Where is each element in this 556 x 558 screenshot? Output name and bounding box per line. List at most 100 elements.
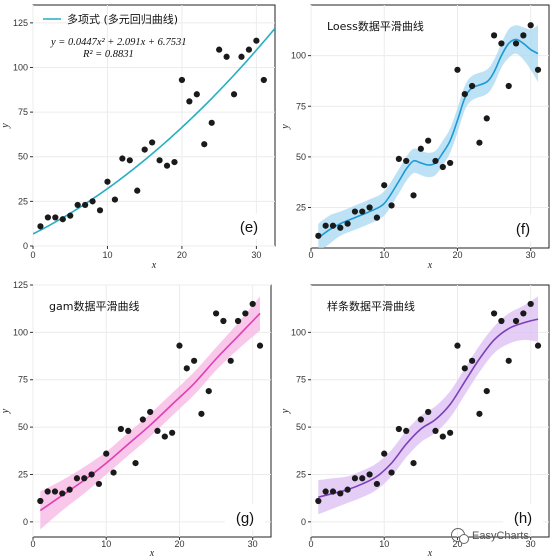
data-point bbox=[329, 488, 337, 495]
data-point bbox=[403, 427, 410, 434]
data-point bbox=[461, 91, 468, 98]
y-tick-label: 50 bbox=[296, 152, 306, 162]
data-point bbox=[126, 157, 133, 164]
x-tick-label: 30 bbox=[251, 250, 261, 260]
data-point bbox=[469, 357, 476, 364]
fit-line bbox=[33, 27, 275, 235]
data-point bbox=[432, 427, 439, 434]
data-point bbox=[186, 98, 193, 105]
x-tick-label: 0 bbox=[308, 250, 313, 260]
data-point bbox=[498, 40, 505, 47]
x-tick-label: 0 bbox=[30, 250, 35, 260]
data-point bbox=[253, 37, 260, 44]
y-tick-label: 125 bbox=[13, 280, 28, 290]
data-point bbox=[73, 475, 81, 482]
data-point bbox=[119, 155, 126, 162]
data-point bbox=[498, 317, 505, 325]
y-tick-label: 75 bbox=[296, 375, 306, 385]
data-point bbox=[169, 429, 176, 436]
data-point bbox=[117, 425, 124, 433]
data-point bbox=[95, 480, 103, 488]
data-point bbox=[125, 427, 132, 434]
y-tick-label: 100 bbox=[291, 51, 306, 61]
panel-label-box bbox=[225, 504, 265, 530]
data-point bbox=[454, 66, 461, 73]
data-point bbox=[176, 342, 183, 349]
x-tick-label: 20 bbox=[452, 539, 462, 549]
y-tick-label: 50 bbox=[18, 152, 28, 162]
data-point bbox=[89, 198, 96, 205]
y-tick-label: 50 bbox=[296, 422, 306, 432]
data-point bbox=[163, 162, 171, 169]
data-point bbox=[381, 182, 388, 189]
data-point bbox=[132, 460, 139, 467]
plot-area bbox=[315, 22, 542, 248]
data-point bbox=[110, 469, 117, 476]
confidence-band bbox=[318, 25, 539, 248]
data-point bbox=[178, 76, 186, 84]
y-tick-label: 25 bbox=[18, 196, 28, 206]
data-point bbox=[366, 204, 373, 211]
data-point bbox=[483, 115, 490, 122]
data-point bbox=[527, 22, 534, 29]
y-tick-label: 25 bbox=[18, 469, 28, 479]
watermark-text: EasyCharts bbox=[472, 530, 529, 542]
y-tick-label: 75 bbox=[296, 101, 306, 111]
data-point bbox=[238, 53, 245, 60]
data-point bbox=[534, 66, 542, 73]
data-point bbox=[329, 222, 337, 229]
data-point bbox=[403, 157, 410, 165]
data-point bbox=[260, 76, 267, 84]
panel-f: 0 10 20 30 25 50 75 100 x y Loess数据平滑曲线 (f) bbox=[280, 4, 550, 271]
plot-area bbox=[37, 296, 264, 530]
data-point bbox=[344, 220, 351, 227]
data-point bbox=[439, 163, 446, 171]
data-point bbox=[388, 202, 395, 209]
data-point bbox=[198, 410, 205, 417]
panel-h: 0 10 20 30 0 25 50 75 100 x y 样条数据平滑曲线 (h) bbox=[280, 284, 550, 558]
data-point bbox=[149, 139, 156, 146]
data-point bbox=[212, 310, 220, 317]
data-point bbox=[520, 32, 527, 39]
x-axis-label: x bbox=[427, 548, 433, 558]
data-point bbox=[220, 317, 227, 325]
data-point bbox=[490, 310, 498, 317]
y-tick-label: 0 bbox=[23, 241, 28, 251]
y-axis-label: y bbox=[0, 408, 11, 414]
data-point bbox=[51, 488, 59, 495]
data-point bbox=[223, 53, 230, 60]
data-point bbox=[425, 408, 432, 416]
data-point bbox=[322, 222, 329, 229]
y-axis-label: y bbox=[0, 123, 11, 129]
y-tick-label: 75 bbox=[18, 375, 28, 385]
x-tick-label: 10 bbox=[102, 250, 112, 260]
y-tick-label: 25 bbox=[296, 203, 306, 213]
data-point bbox=[205, 388, 212, 395]
x-tick-label: 20 bbox=[174, 539, 184, 549]
data-point bbox=[227, 357, 234, 364]
x-axis-label: x bbox=[151, 260, 157, 271]
plot-frame bbox=[32, 4, 276, 247]
data-point bbox=[139, 416, 146, 423]
panel-label-box bbox=[503, 215, 543, 241]
x-tick-label: 30 bbox=[526, 250, 536, 260]
plot-area bbox=[33, 27, 275, 235]
data-point bbox=[161, 433, 168, 440]
x-axis-label: x bbox=[149, 548, 155, 558]
data-point bbox=[447, 429, 454, 436]
data-point bbox=[447, 159, 454, 167]
y-tick-label: 100 bbox=[291, 327, 306, 337]
data-point bbox=[193, 91, 200, 98]
r-squared-text: R² = 0.8831 bbox=[82, 49, 134, 60]
data-point bbox=[249, 300, 256, 308]
data-point bbox=[134, 187, 141, 194]
data-point bbox=[44, 488, 51, 495]
data-point bbox=[432, 157, 439, 165]
y-tick-label: 0 bbox=[301, 517, 306, 527]
y-tick-label: 50 bbox=[18, 422, 28, 432]
data-point bbox=[52, 214, 59, 221]
data-point bbox=[230, 91, 238, 98]
data-point bbox=[410, 460, 417, 467]
data-point bbox=[351, 208, 359, 215]
x-tick-label: 20 bbox=[452, 250, 462, 260]
